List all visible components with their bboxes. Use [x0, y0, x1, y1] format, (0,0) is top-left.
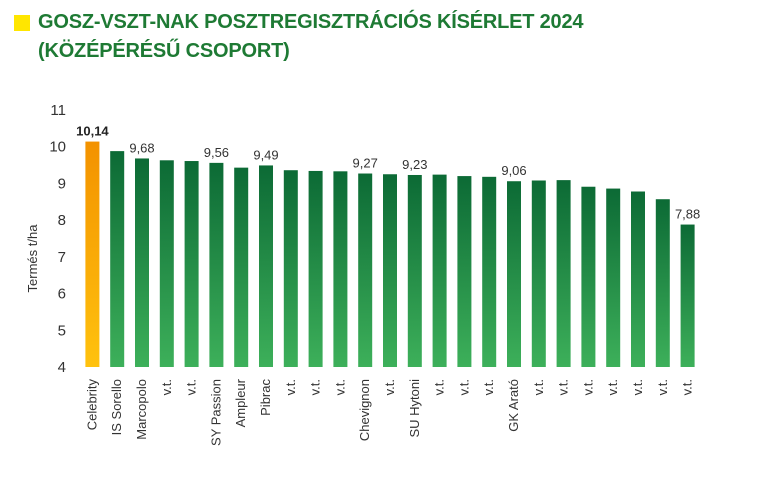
chart-title-line2: (KÖZÉPÉRÉSŰ CSOPORT): [38, 40, 290, 62]
data-label: 7,88: [675, 207, 700, 222]
data-label: 9,27: [353, 156, 378, 171]
category-label: Celebrity: [84, 379, 99, 431]
bar: [308, 170, 323, 367]
data-label: 9,06: [501, 163, 526, 178]
category-label: v.t.: [283, 379, 298, 395]
bar: [482, 176, 497, 367]
category-label: v.t.: [655, 379, 670, 395]
bar: [259, 165, 273, 367]
category-label: v.t.: [680, 379, 695, 395]
data-label: 9,68: [129, 140, 154, 155]
bar: [432, 174, 447, 367]
bar: [383, 174, 397, 367]
bar: [581, 186, 596, 367]
y-tick-label: 6: [58, 286, 66, 303]
category-label: v.t.: [184, 379, 199, 395]
category-labels: Celebrity IS Sorello Marcopolo v.t. v.t. SY P…: [84, 378, 694, 446]
category-label: Ampleur: [233, 378, 248, 427]
category-label: v.t.: [456, 379, 471, 395]
category-label: v.t.: [580, 379, 595, 395]
bars: [85, 141, 695, 367]
bar: [407, 174, 422, 367]
data-label: 10,14: [76, 124, 109, 139]
bar: [135, 158, 149, 367]
data-label: 9,49: [253, 147, 278, 162]
bar-highlight: [85, 141, 100, 367]
category-label: Pibrac: [258, 379, 273, 416]
bar: [234, 167, 249, 367]
bar: [209, 162, 224, 367]
bar: [110, 151, 125, 367]
category-label: v.t.: [332, 379, 347, 395]
bar: [283, 170, 298, 367]
y-axis-title: Termés t/ha: [25, 224, 40, 293]
category-label: Chevignon: [357, 379, 372, 441]
category-label: v.t.: [630, 379, 645, 395]
data-label: 9,23: [402, 157, 427, 172]
category-label: v.t.: [531, 379, 546, 395]
y-tick-label: 11: [50, 102, 66, 119]
category-label: v.t.: [382, 379, 397, 395]
y-axis: 4 5 6 7 8 9 10 11: [49, 102, 66, 376]
bar: [531, 180, 546, 367]
category-label: IS Sorello: [109, 379, 124, 435]
bar: [333, 171, 348, 367]
bar: [631, 191, 645, 367]
category-label: GK Arató: [506, 379, 521, 432]
y-tick-label: 4: [58, 359, 66, 376]
category-label: v.t.: [432, 379, 447, 395]
data-label: 9,56: [204, 145, 229, 160]
category-label: v.t.: [308, 379, 323, 395]
y-tick-label: 10: [49, 139, 66, 156]
bar: [159, 160, 174, 367]
category-label: SY Passion: [208, 379, 223, 446]
bar: [184, 161, 199, 367]
bar: [680, 224, 695, 367]
chart-title: GOSZ-VSZT-NAK POSZTREGISZTRÁCIÓS KÍSÉRLE…: [38, 8, 584, 66]
category-label: SU Hytoni: [407, 379, 422, 438]
bar: [606, 188, 621, 367]
category-label: Marcopolo: [134, 379, 149, 440]
title-marker: [14, 15, 30, 31]
category-label: v.t.: [159, 379, 174, 395]
bar: [358, 173, 373, 367]
bar: [457, 176, 472, 367]
category-label: v.t.: [556, 379, 571, 395]
y-tick-label: 5: [58, 322, 66, 339]
bar: [507, 181, 521, 367]
category-label: v.t.: [605, 379, 620, 395]
chart-title-line1: GOSZ-VSZT-NAK POSZTREGISZTRÁCIÓS KÍSÉRLE…: [38, 11, 584, 33]
bar: [556, 180, 571, 367]
y-tick-label: 7: [58, 249, 66, 266]
bar: [655, 199, 670, 367]
data-labels: 10,14 9,68 9,56 9,49 9,27 9,23 9,06 7,88: [76, 124, 700, 222]
y-tick-label: 9: [58, 175, 66, 192]
category-label: v.t.: [481, 379, 496, 395]
y-tick-label: 8: [58, 212, 66, 229]
